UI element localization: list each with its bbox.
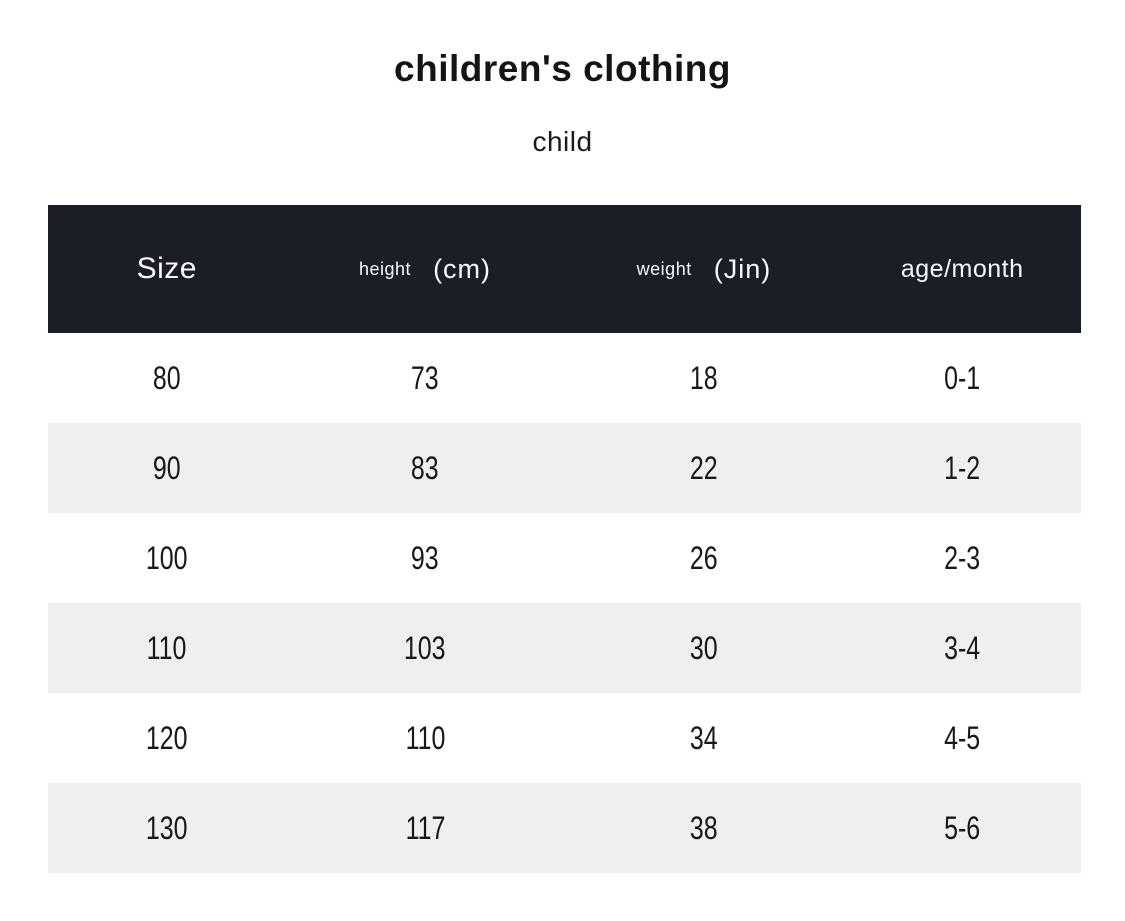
cell-value: 80 [152, 359, 181, 396]
table-cell: 2-3 [843, 513, 1081, 603]
cell-value: 93 [411, 539, 439, 576]
table-cell: 117 [286, 783, 565, 873]
table-cell: 30 [564, 603, 843, 693]
table-cell: 18 [564, 333, 843, 423]
table-row: 110 103 30 3-4 [48, 603, 1081, 693]
table-cell: 83 [286, 423, 565, 513]
table-cell: 1-2 [843, 423, 1081, 513]
table-cell: 100 [48, 513, 286, 603]
table-cell: 34 [564, 693, 843, 783]
table-cell: 130 [48, 783, 286, 873]
cell-value: 90 [152, 449, 181, 486]
cell-value: 5-6 [944, 809, 981, 846]
cell-value: 34 [690, 719, 718, 756]
table-cell: 73 [286, 333, 565, 423]
column-header-size: Size [48, 205, 286, 333]
table-row: 130 117 38 5-6 [48, 783, 1081, 873]
cell-value: 73 [411, 359, 439, 396]
size-column-label: Size [136, 252, 197, 285]
cell-value: 2-3 [944, 539, 981, 576]
table-cell: 26 [564, 513, 843, 603]
table-cell: 120 [48, 693, 286, 783]
column-header-age: age/month [843, 205, 1081, 333]
size-chart-body: 80 73 18 0-1 90 83 22 1-2 100 93 26 2-3 110 103 30 3-4 1… [48, 333, 1081, 873]
table-cell: 110 [48, 603, 286, 693]
page-subtitle: child [532, 126, 593, 157]
cell-value: 3-4 [944, 629, 981, 666]
size-chart-table: Size height (cm) weight (Jin) age/month … [48, 205, 1081, 873]
table-row: 90 83 22 1-2 [48, 423, 1081, 513]
cell-value: 120 [145, 719, 188, 756]
table-cell: 90 [48, 423, 286, 513]
weight-unit-label: (Jin) [713, 253, 772, 284]
cell-value: 30 [690, 629, 718, 666]
table-cell: 3-4 [843, 603, 1081, 693]
table-cell: 103 [286, 603, 565, 693]
cell-value: 18 [690, 359, 718, 396]
cell-value: 103 [404, 629, 446, 666]
cell-value: 130 [145, 809, 188, 846]
table-row: 120 110 34 4-5 [48, 693, 1081, 783]
table-cell: 110 [286, 693, 565, 783]
age-column-label: age/month [900, 254, 1024, 283]
cell-value: 4-5 [944, 719, 981, 756]
cell-value: 117 [405, 809, 445, 846]
cell-value: 83 [411, 449, 439, 486]
cell-value: 22 [690, 449, 718, 486]
cell-value: 100 [145, 539, 188, 576]
cell-value: 110 [146, 629, 187, 666]
cell-value: 26 [690, 539, 718, 576]
page-title: children's clothing [394, 48, 731, 89]
cell-value: 1-2 [944, 449, 981, 486]
table-cell: 5-6 [843, 783, 1081, 873]
table-cell: 93 [286, 513, 565, 603]
table-cell: 80 [48, 333, 286, 423]
height-unit-label: (cm) [433, 253, 492, 284]
table-cell: 38 [564, 783, 843, 873]
column-header-height: height (cm) [286, 205, 565, 333]
table-cell: 4-5 [843, 693, 1081, 783]
column-header-weight: weight (Jin) [564, 205, 843, 333]
table-row: 100 93 26 2-3 [48, 513, 1081, 603]
table-cell: 22 [564, 423, 843, 513]
table-cell: 0-1 [843, 333, 1081, 423]
height-column-label: height [359, 258, 412, 279]
weight-column-label: weight [636, 258, 692, 279]
cell-value: 38 [690, 809, 718, 846]
table-row: 80 73 18 0-1 [48, 333, 1081, 423]
size-chart-header-row: Size height (cm) weight (Jin) age/month [48, 205, 1081, 333]
cell-value: 0-1 [944, 359, 981, 396]
cell-value: 110 [405, 719, 445, 756]
